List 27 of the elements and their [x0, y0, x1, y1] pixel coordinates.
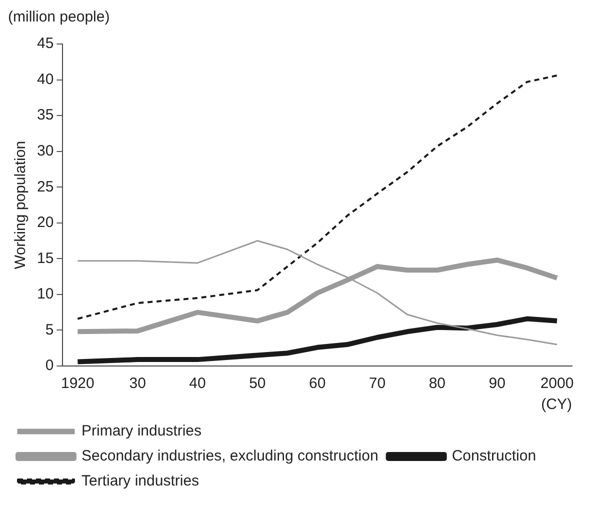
line-series: [76, 74, 558, 320]
x-tick-label: 2000: [540, 375, 574, 392]
x-tick-label: 30: [129, 375, 146, 392]
legend-label: Tertiary industries: [82, 472, 200, 490]
y-tick-label: 0: [45, 357, 54, 374]
y-tick-label: 40: [36, 70, 54, 88]
x-tick-label: 60: [309, 375, 326, 392]
x-tick-label: 50: [249, 375, 266, 392]
legend-label: Secondary industries, excluding construction: [82, 448, 378, 465]
text: (million people): [8, 8, 110, 26]
y-tick-label: 15: [36, 250, 54, 267]
x-tick-label: 40: [189, 375, 206, 392]
legend-label: Primary industries: [82, 422, 202, 440]
y-tick-label: 25: [36, 178, 54, 196]
x-tick-label: 80: [428, 375, 446, 392]
x-tick-label: 1920: [60, 375, 94, 392]
legend-label: Construction: [452, 448, 536, 465]
y-axis-title: Working population: [12, 140, 30, 270]
y-tick-label: 45: [36, 35, 54, 52]
x-tick-label: 90: [488, 375, 506, 392]
y-tick-label: 10: [36, 286, 54, 303]
x-axis-title: (CY): [541, 396, 572, 414]
y-tick-label: 20: [36, 214, 54, 232]
y-tick-label: 35: [36, 106, 54, 124]
y-tick-label: 5: [45, 321, 54, 338]
y-tick-label: 30: [36, 142, 54, 160]
x-tick-label: 70: [368, 375, 386, 392]
